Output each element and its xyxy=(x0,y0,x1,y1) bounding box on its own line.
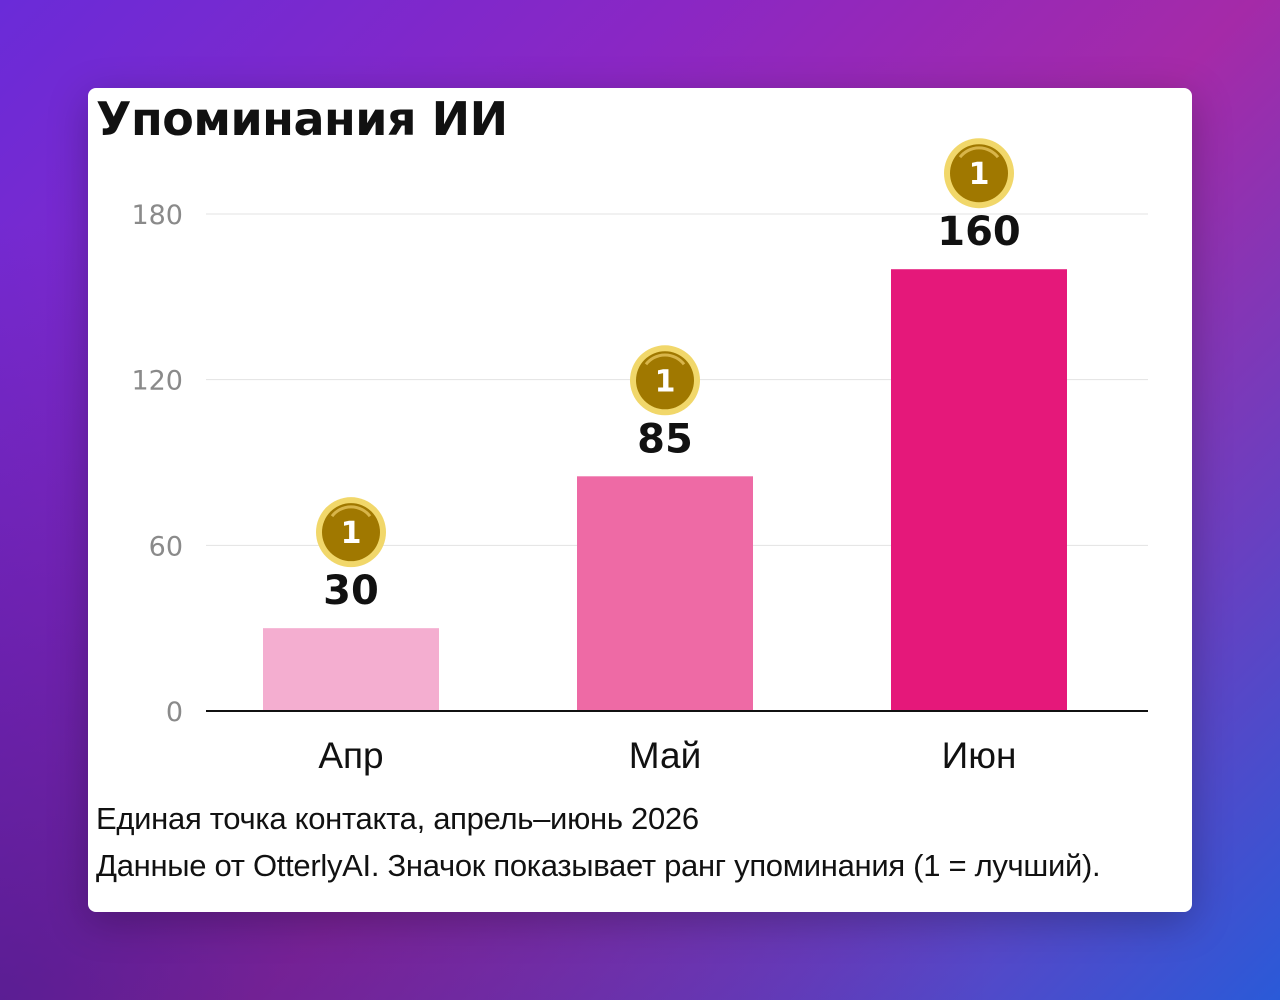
rank-badge-shine xyxy=(958,146,1000,159)
rank-badge-label: 1 xyxy=(655,364,676,399)
rank-badge-inner xyxy=(950,144,1008,203)
x-tick-label: Апр xyxy=(318,735,383,776)
bar-chart: 0 60 120 180 30 1 Апр 85 1 Май 160 1 Июн xyxy=(131,138,1148,776)
rank-badge-shine xyxy=(330,505,372,518)
data-label: 160 xyxy=(937,209,1021,255)
chart-card: Упоминания ИИ 0 60 120 180 30 1 Апр 85 1 Май 160 1 И… xyxy=(88,88,1192,912)
bar xyxy=(577,476,753,711)
y-tick-label: 60 xyxy=(149,531,183,562)
rank-badge-inner xyxy=(322,503,380,562)
caption-line-2: Данные от OtterlyAI. Значок показывает р… xyxy=(96,848,1101,883)
bar xyxy=(891,269,1067,711)
rank-badge-label: 1 xyxy=(969,157,990,192)
bar xyxy=(263,628,439,711)
x-tick-label: Май xyxy=(629,735,701,776)
y-tick-label: 0 xyxy=(166,697,183,728)
caption-line-1: Единая точка контакта, апрель–июнь 2026 xyxy=(96,801,699,836)
y-tick-label: 180 xyxy=(131,200,183,231)
rank-badge-shine xyxy=(644,353,686,366)
data-label: 30 xyxy=(323,568,379,614)
rank-badge-label: 1 xyxy=(341,516,362,551)
y-tick-label: 120 xyxy=(131,366,183,397)
chart-title: Упоминания ИИ xyxy=(96,92,508,146)
rank-badge-inner xyxy=(636,351,694,410)
x-tick-label: Июн xyxy=(942,735,1017,776)
data-label: 85 xyxy=(637,416,693,462)
